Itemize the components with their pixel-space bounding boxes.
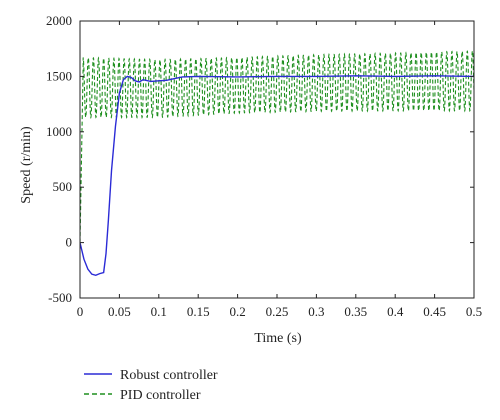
x-axis-label: Time (s) <box>254 331 302 346</box>
x-tick-label: 0.05 <box>108 304 131 319</box>
x-tick-label: 0.2 <box>229 304 245 319</box>
y-tick-label: 1000 <box>46 124 72 139</box>
x-tick-label: 0.5 <box>466 304 482 319</box>
series-line-pid <box>80 49 474 243</box>
y-tick-label: 2000 <box>46 13 72 28</box>
y-axis-label: Speed (r/min) <box>19 126 34 204</box>
y-tick-label: 0 <box>66 235 73 250</box>
legend-label-robust: Robust controller <box>120 368 218 383</box>
x-tick-label: 0.4 <box>387 304 404 319</box>
y-tick-label: -500 <box>48 290 72 305</box>
x-tick-label: 0.1 <box>151 304 167 319</box>
plot-area <box>80 49 474 277</box>
x-tick-label: 0 <box>77 304 84 319</box>
series-line-robust <box>80 75 474 277</box>
y-tick-label: 500 <box>53 179 73 194</box>
x-tick-label: 0.25 <box>266 304 289 319</box>
axes: 0 0.05 0.1 0.15 0.2 0.25 0.3 0.35 0.4 0.45 0.5 -500… <box>46 13 482 319</box>
x-tick-label: 0.45 <box>423 304 446 319</box>
x-tick-label: 0.3 <box>308 304 324 319</box>
x-tick-label: 0.15 <box>187 304 210 319</box>
y-tick-label: 1500 <box>46 68 72 83</box>
legend: Robust controller PID controller <box>84 368 218 403</box>
legend-label-pid: PID controller <box>120 388 201 403</box>
x-tick-label: 0.35 <box>344 304 367 319</box>
